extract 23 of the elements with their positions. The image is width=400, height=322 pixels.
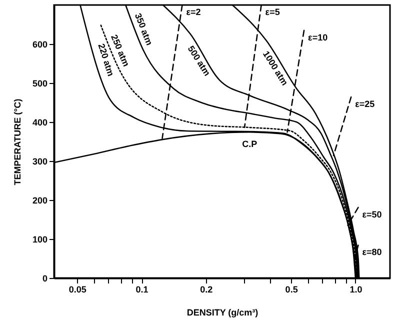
- x-tick-label: 0.2: [200, 284, 213, 294]
- series-label: ε=10: [308, 32, 328, 42]
- y-axis-title: TEMPERATURE (°C): [12, 98, 22, 186]
- series-label: ε=50: [362, 209, 382, 220]
- x-tick-label: 0.05: [68, 284, 86, 294]
- x-tick-label: 1.0: [350, 284, 362, 294]
- series-label: ε=80: [362, 247, 382, 258]
- y-tick-label: 300: [32, 156, 48, 166]
- x-axis-title: DENSITY (g/cm³): [186, 308, 258, 318]
- x-tick-label: 0.5: [285, 284, 298, 294]
- x-tick-label: 0.1: [136, 284, 148, 294]
- series-label: ε=25: [355, 99, 375, 110]
- y-tick-label: 200: [32, 196, 48, 206]
- series-label: ε=2: [186, 7, 201, 17]
- y-tick-label: 500: [32, 78, 48, 88]
- y-tick-label: 400: [32, 118, 48, 128]
- annotation: C.P: [242, 139, 258, 150]
- series-label: ε=5: [265, 7, 280, 17]
- y-tick-label: 0: [42, 274, 48, 284]
- y-tick-label: 100: [32, 234, 48, 244]
- y-tick-label: 600: [32, 40, 48, 50]
- text: 350 atm: [132, 12, 154, 47]
- text: 500 atm: [186, 44, 212, 78]
